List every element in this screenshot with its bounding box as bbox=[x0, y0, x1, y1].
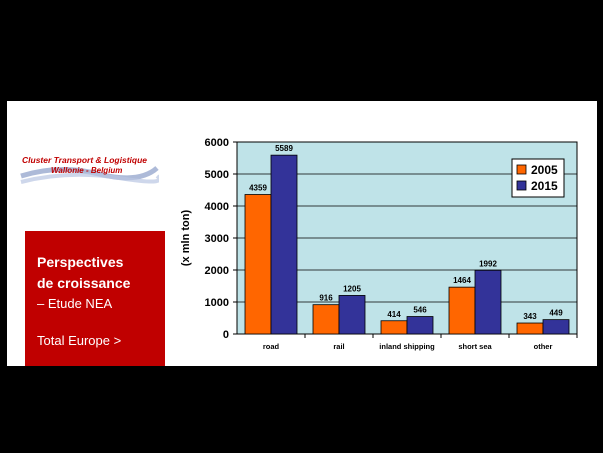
bar-2005-short-sea bbox=[448, 286, 476, 335]
panel-subtitle: – Etude NEA bbox=[37, 296, 113, 311]
panel-heading-1: Perspectives bbox=[37, 254, 124, 270]
y-axis-label: (x mln ton) bbox=[180, 210, 192, 267]
data-label: 1992 bbox=[479, 259, 497, 268]
slide: Cluster Transport & Logistique Wallonie … bbox=[7, 101, 597, 366]
y-tick-label: 6000 bbox=[205, 137, 229, 149]
data-label: 414 bbox=[387, 310, 401, 319]
logo-line1: Cluster Transport & Logistique bbox=[22, 155, 147, 165]
logo-line2: Wallonie - Belgium bbox=[51, 166, 122, 175]
panel-heading-2: de croissance bbox=[37, 275, 131, 291]
y-tick-label: 0 bbox=[223, 329, 229, 341]
y-tick-label: 3000 bbox=[205, 233, 229, 245]
x-tick-label: other bbox=[534, 342, 553, 351]
data-label: 5589 bbox=[275, 144, 293, 153]
transport-bar-chart: 0 1000 2000 3000 4000 5000 6000 4359 5589 916 120… bbox=[180, 137, 578, 351]
x-tick-label: inland shipping bbox=[379, 342, 435, 351]
bar-2005-road bbox=[244, 194, 272, 335]
total-europe-link[interactable]: Total Europe > bbox=[37, 333, 122, 348]
bar-2015-short-sea bbox=[474, 269, 502, 335]
x-tick-label: short sea bbox=[458, 342, 492, 351]
bar-2005-rail bbox=[312, 304, 340, 335]
legend: 2005 2015 bbox=[511, 158, 565, 198]
x-axis-ticks: road rail inland shipping short sea other bbox=[263, 334, 578, 351]
data-label: 4359 bbox=[249, 184, 267, 193]
bars bbox=[244, 154, 570, 335]
bar-2015-inland-shipping bbox=[406, 316, 434, 335]
legend-label-2005: 2005 bbox=[531, 163, 558, 177]
y-axis-ticks: 0 1000 2000 3000 4000 5000 6000 bbox=[205, 137, 237, 341]
legend-label-2015: 2015 bbox=[531, 179, 558, 193]
data-label: 546 bbox=[413, 306, 427, 315]
data-label: 1464 bbox=[453, 276, 471, 285]
bar-2015-rail bbox=[338, 295, 366, 335]
x-tick-label: rail bbox=[333, 342, 344, 351]
y-tick-label: 4000 bbox=[205, 201, 229, 213]
y-tick-label: 1000 bbox=[205, 297, 229, 309]
y-tick-label: 5000 bbox=[205, 169, 229, 181]
x-tick-label: road bbox=[263, 342, 280, 351]
data-label: 916 bbox=[319, 294, 333, 303]
data-label: 1205 bbox=[343, 284, 361, 293]
legend-swatch-2005 bbox=[516, 164, 527, 175]
y-tick-label: 2000 bbox=[205, 265, 229, 277]
bar-2005-other bbox=[516, 322, 544, 335]
legend-swatch-2015 bbox=[516, 180, 527, 191]
bar-2015-other bbox=[542, 319, 570, 335]
data-label: 343 bbox=[523, 312, 537, 321]
cluster-logo: Cluster Transport & Logistique Wallonie … bbox=[20, 155, 159, 184]
data-label: 449 bbox=[549, 309, 563, 318]
info-panel: Perspectives de croissance – Etude NEA T… bbox=[25, 231, 165, 366]
data-labels: 4359 5589 916 1205 414 546 1464 1992 343 449 bbox=[249, 144, 563, 321]
bar-2005-inland-shipping bbox=[380, 320, 408, 335]
bar-2015-road bbox=[270, 154, 298, 335]
